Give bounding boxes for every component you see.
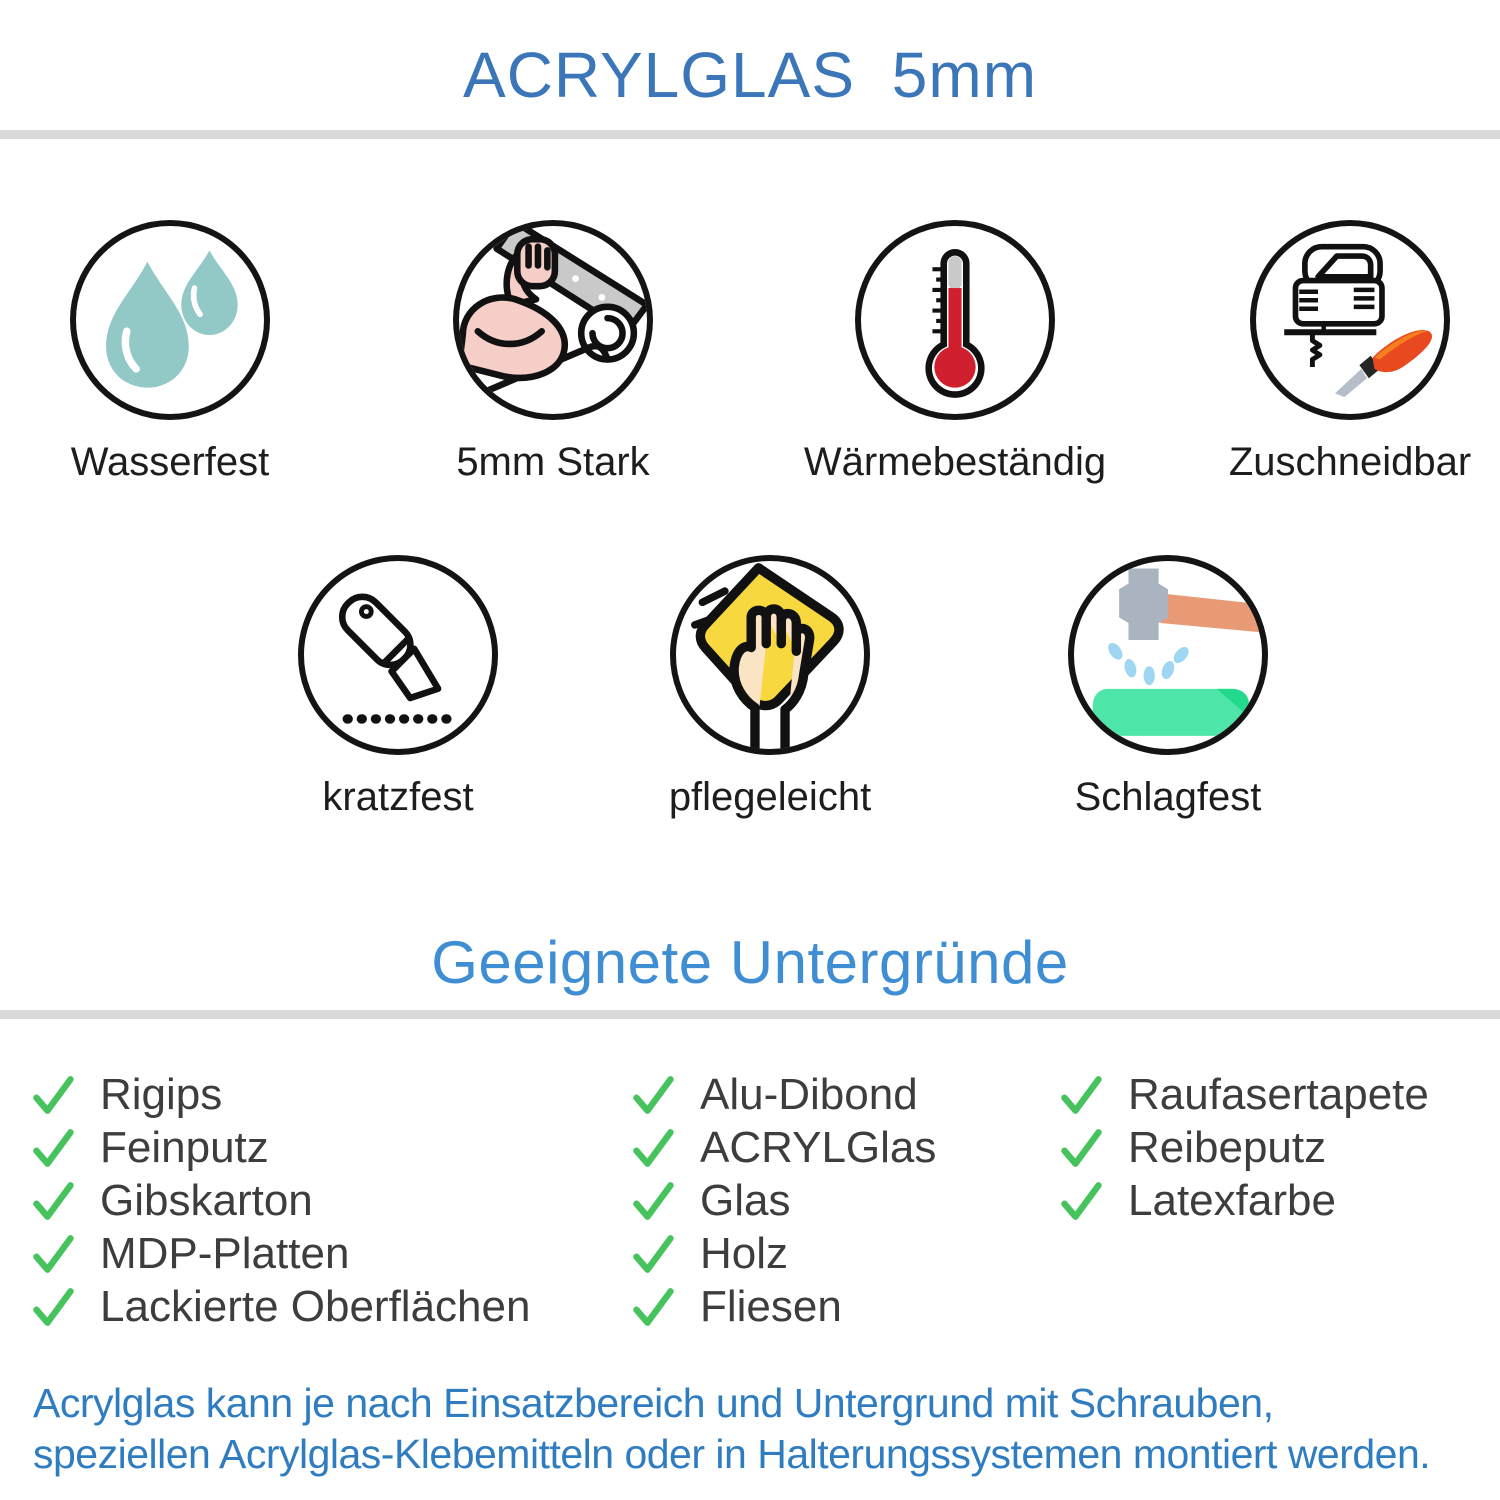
- list-item-label: ACRYLGlas: [700, 1122, 937, 1172]
- strong-arm-icon: [453, 220, 653, 420]
- substrates-column-2: Alu-Dibond ACRYLGlas Glas Holz Fliesen: [630, 1068, 936, 1333]
- feature-label: Schlagfest: [1074, 775, 1262, 819]
- utility-knife-icon: [298, 555, 498, 755]
- check-icon: [1061, 1075, 1102, 1114]
- feature-label: Zuschneidbar: [1228, 440, 1472, 484]
- substrates-column-3: Raufasertapete Reibeputz Latexfarbe: [1058, 1068, 1429, 1227]
- feature-label: pflegeleicht: [668, 775, 872, 819]
- list-item: Rigips: [30, 1068, 530, 1121]
- list-item: Raufasertapete: [1058, 1068, 1429, 1121]
- list-item: Gibskarton: [30, 1174, 530, 1227]
- list-item: Lackierte Oberflächen: [30, 1280, 530, 1333]
- check-icon: [33, 1181, 74, 1220]
- list-item: Feinputz: [30, 1121, 530, 1174]
- list-item-label: Glas: [700, 1175, 791, 1225]
- feature-waermebestaendig: Wärmebeständig: [795, 220, 1115, 485]
- list-item: Holz: [630, 1227, 936, 1280]
- feature-zuschneidbar: Zuschneidbar: [1190, 220, 1500, 485]
- cleaning-hand-icon: [670, 555, 870, 755]
- thermometer-icon: [855, 220, 1055, 420]
- check-icon: [633, 1075, 674, 1114]
- list-item: Latexfarbe: [1058, 1174, 1429, 1227]
- list-item: Alu-Dibond: [630, 1068, 936, 1121]
- list-item: MDP-Platten: [30, 1227, 530, 1280]
- mounting-note-line1: Acrylglas kann je nach Einsatzbereich un…: [33, 1380, 1274, 1426]
- feature-label: 5mm Stark: [456, 440, 650, 484]
- feature-pflegeleicht: pflegeleicht: [610, 555, 930, 820]
- hammer-icon: [1068, 555, 1268, 755]
- list-item-label: Fliesen: [700, 1281, 842, 1331]
- check-icon: [1061, 1128, 1102, 1167]
- feature-label: kratzfest: [322, 775, 474, 819]
- check-icon: [33, 1234, 74, 1273]
- list-item-label: Feinputz: [100, 1122, 269, 1172]
- check-icon: [633, 1181, 674, 1220]
- list-item-label: Raufasertapete: [1128, 1069, 1429, 1119]
- list-item-label: MDP-Platten: [100, 1228, 350, 1278]
- list-item-label: Latexfarbe: [1128, 1175, 1336, 1225]
- list-item-label: Lackierte Oberflächen: [100, 1281, 531, 1331]
- feature-5mm-stark: 5mm Stark: [393, 220, 713, 485]
- list-item-label: Holz: [700, 1228, 789, 1278]
- check-icon: [33, 1128, 74, 1167]
- feature-label: Wasserfest: [70, 440, 270, 484]
- feature-schlagfest: Schlagfest: [1008, 555, 1328, 820]
- feature-label: Wärmebeständig: [803, 440, 1107, 484]
- check-icon: [633, 1287, 674, 1326]
- page-title: ACRYLGLAS 5mm: [463, 39, 1037, 111]
- divider-middle: [0, 1010, 1500, 1019]
- mounting-note: Acrylglas kann je nach Einsatzbereich un…: [33, 1378, 1493, 1480]
- list-item-label: Alu-Dibond: [700, 1069, 918, 1119]
- mounting-note-line2: speziellen Acrylglas-Klebemitteln oder i…: [33, 1431, 1431, 1477]
- feature-kratzfest: kratzfest: [238, 555, 558, 820]
- list-item-label: Rigips: [100, 1069, 223, 1119]
- divider-top: [0, 130, 1500, 139]
- substrates-column-1: Rigips Feinputz Gibskarton MDP-Platten L…: [30, 1068, 530, 1333]
- check-icon: [633, 1234, 674, 1273]
- list-item: Fliesen: [630, 1280, 936, 1333]
- check-icon: [1061, 1181, 1102, 1220]
- check-icon: [633, 1128, 674, 1167]
- check-icon: [33, 1075, 74, 1114]
- list-item: Reibeputz: [1058, 1121, 1429, 1174]
- check-icon: [33, 1287, 74, 1326]
- list-item-label: Reibeputz: [1128, 1122, 1327, 1172]
- list-item: Glas: [630, 1174, 936, 1227]
- feature-wasserfest: Wasserfest: [10, 220, 330, 485]
- list-item-label: Gibskarton: [100, 1175, 313, 1225]
- jigsaw-icon: [1250, 220, 1450, 420]
- water-drops-icon: [70, 220, 270, 420]
- list-item: ACRYLGlas: [630, 1121, 936, 1174]
- section-heading: Geeignete Untergründe: [431, 929, 1069, 996]
